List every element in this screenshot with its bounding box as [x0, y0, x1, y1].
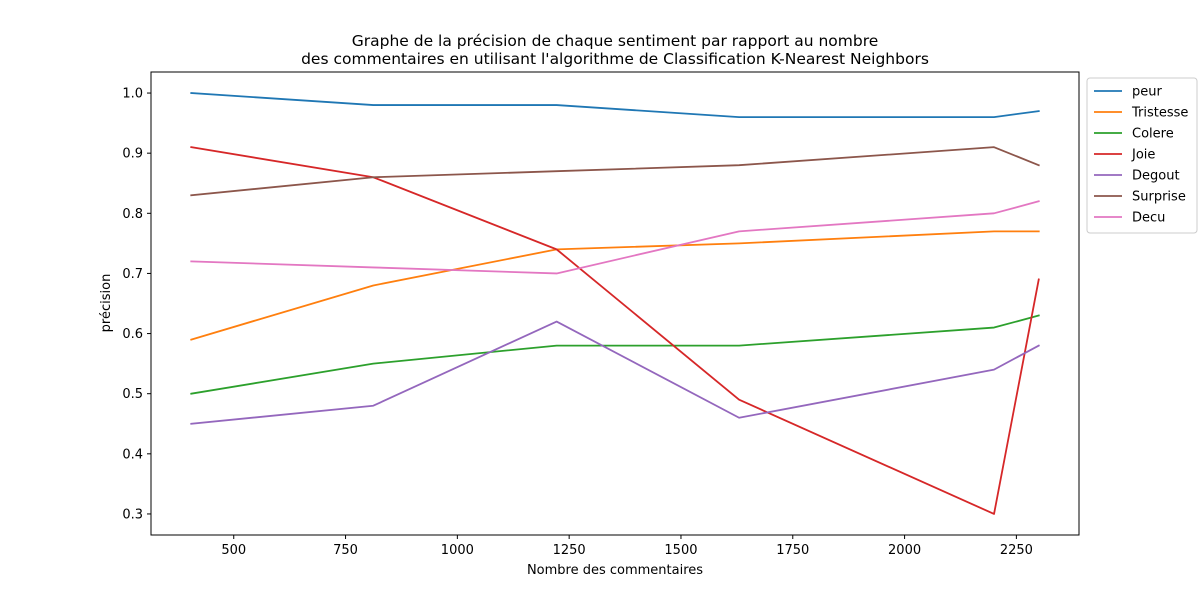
series-line-decu	[190, 200, 1040, 275]
y-axis-label: précision	[99, 274, 114, 333]
series-line-joie	[190, 146, 1040, 515]
series-line-colere	[190, 314, 1040, 395]
x-tick-label: 1250	[553, 543, 586, 558]
chart-title: Graphe de la précision de chaque sentime…	[301, 32, 929, 68]
y-tick-label: 0.3	[122, 507, 143, 522]
x-tick-label: 2250	[1000, 543, 1033, 558]
legend-label-joie: Joie	[1131, 148, 1155, 163]
x-tick-label: 500	[221, 543, 246, 558]
legend-label-tristesse: Tristesse	[1131, 106, 1188, 121]
legend-label-surprise: Surprise	[1132, 190, 1186, 205]
x-tick-label: 1750	[776, 543, 809, 558]
series-line-surprise	[190, 146, 1040, 197]
x-tick-label: 1500	[664, 543, 697, 558]
y-tick-label: 0.4	[122, 447, 143, 462]
series-line-degout	[190, 320, 1040, 425]
x-tick-label: 2000	[888, 543, 921, 558]
legend-frame	[1086, 77, 1198, 234]
y-tick-label: 0.9	[122, 147, 143, 162]
chart-title-line-1: Graphe de la précision de chaque sentime…	[352, 32, 879, 50]
series-line-peur	[190, 92, 1040, 118]
legend-label-colere: Colere	[1132, 127, 1174, 142]
data-series	[190, 92, 1040, 515]
legend: peur Tristesse Colere Joie Degout Surprise Dec…	[1086, 77, 1198, 234]
chart-title-line-2: des commentaires en utilisant l'algorith…	[301, 50, 929, 68]
x-tick-label: 750	[333, 543, 358, 558]
x-tick-label: 1000	[441, 543, 474, 558]
y-tick-label: 0.8	[122, 207, 143, 222]
legend-label-degout: Degout	[1132, 169, 1180, 184]
y-tick-label: 0.5	[122, 387, 143, 402]
axis-ticks: 500 750 1000 1250 1500 1750 2000 2250 0.3 0.4 0.5 0…	[122, 87, 1033, 558]
x-axis-label: Nombre des commentaires	[527, 563, 703, 578]
legend-label-decu: Decu	[1132, 211, 1165, 226]
plot-area-frame	[150, 71, 1080, 536]
series-line-tristesse	[190, 230, 1040, 341]
y-tick-label: 1.0	[122, 87, 143, 102]
y-tick-label: 0.7	[122, 267, 143, 282]
y-tick-label: 0.6	[122, 327, 143, 342]
legend-label-peur: peur	[1132, 85, 1162, 100]
